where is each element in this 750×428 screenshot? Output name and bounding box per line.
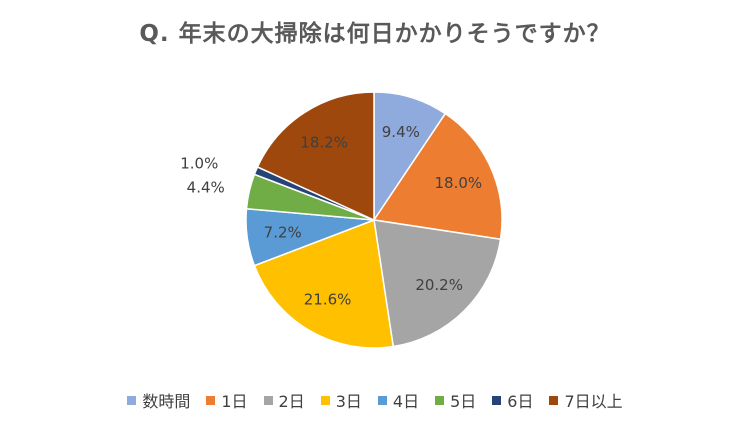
legend-label-7: 7日以上 [564,392,623,411]
chart-title: Q. 年末の大掃除は何日かかりそうですか？ [139,21,611,47]
legend-item-3: 3日 [320,388,362,412]
data-label-2: 20.2% [415,276,463,294]
legend-label-3: 3日 [335,392,362,411]
legend-item-5: 5日 [435,388,476,412]
legend-item-7: 7日以上 [549,388,623,412]
data-label-0: 9.4% [382,123,420,141]
data-label-4: 7.2% [264,224,302,242]
legend-label-5: 5日 [450,392,477,411]
legend-item-4: 4日 [377,388,420,412]
data-label-5: 4.4% [187,178,225,196]
chart-legend: 数時間 1日 2日 3日 4日 5日 6日 7日以上 [0,388,750,412]
legend-swatch-0 [127,395,137,405]
legend-item-2: 2日 [263,388,305,412]
legend-item-1: 1日 [206,388,248,412]
legend-swatch-3 [320,395,330,405]
pie-slice-0 [373,91,447,223]
legend-item-0: 数時間 [127,388,190,412]
legend-swatch-7 [549,395,559,405]
data-label-1: 18.0% [435,174,483,192]
data-label-3: 21.6% [304,291,352,309]
legend-label-0: 数時間 [142,392,191,411]
pie-slice-2 [373,219,502,348]
legend-swatch-6 [492,395,502,405]
legend-swatch-2 [263,395,273,405]
legend-swatch-5 [435,395,445,405]
legend-label-6: 6日 [507,392,534,411]
legend-label-2: 2日 [278,392,305,411]
data-label-7: 18.2% [300,133,348,151]
data-label-6: 1.0% [180,155,218,173]
pie-slice-7 [256,91,375,222]
legend-item-6: 6日 [492,388,533,412]
legend-label-4: 4日 [392,392,420,411]
legend-label-1: 1日 [221,392,248,411]
pie-slice-1 [372,112,503,241]
legend-swatch-4 [377,395,387,405]
legend-swatch-1 [206,395,216,405]
pie-slice-3 [253,218,395,349]
